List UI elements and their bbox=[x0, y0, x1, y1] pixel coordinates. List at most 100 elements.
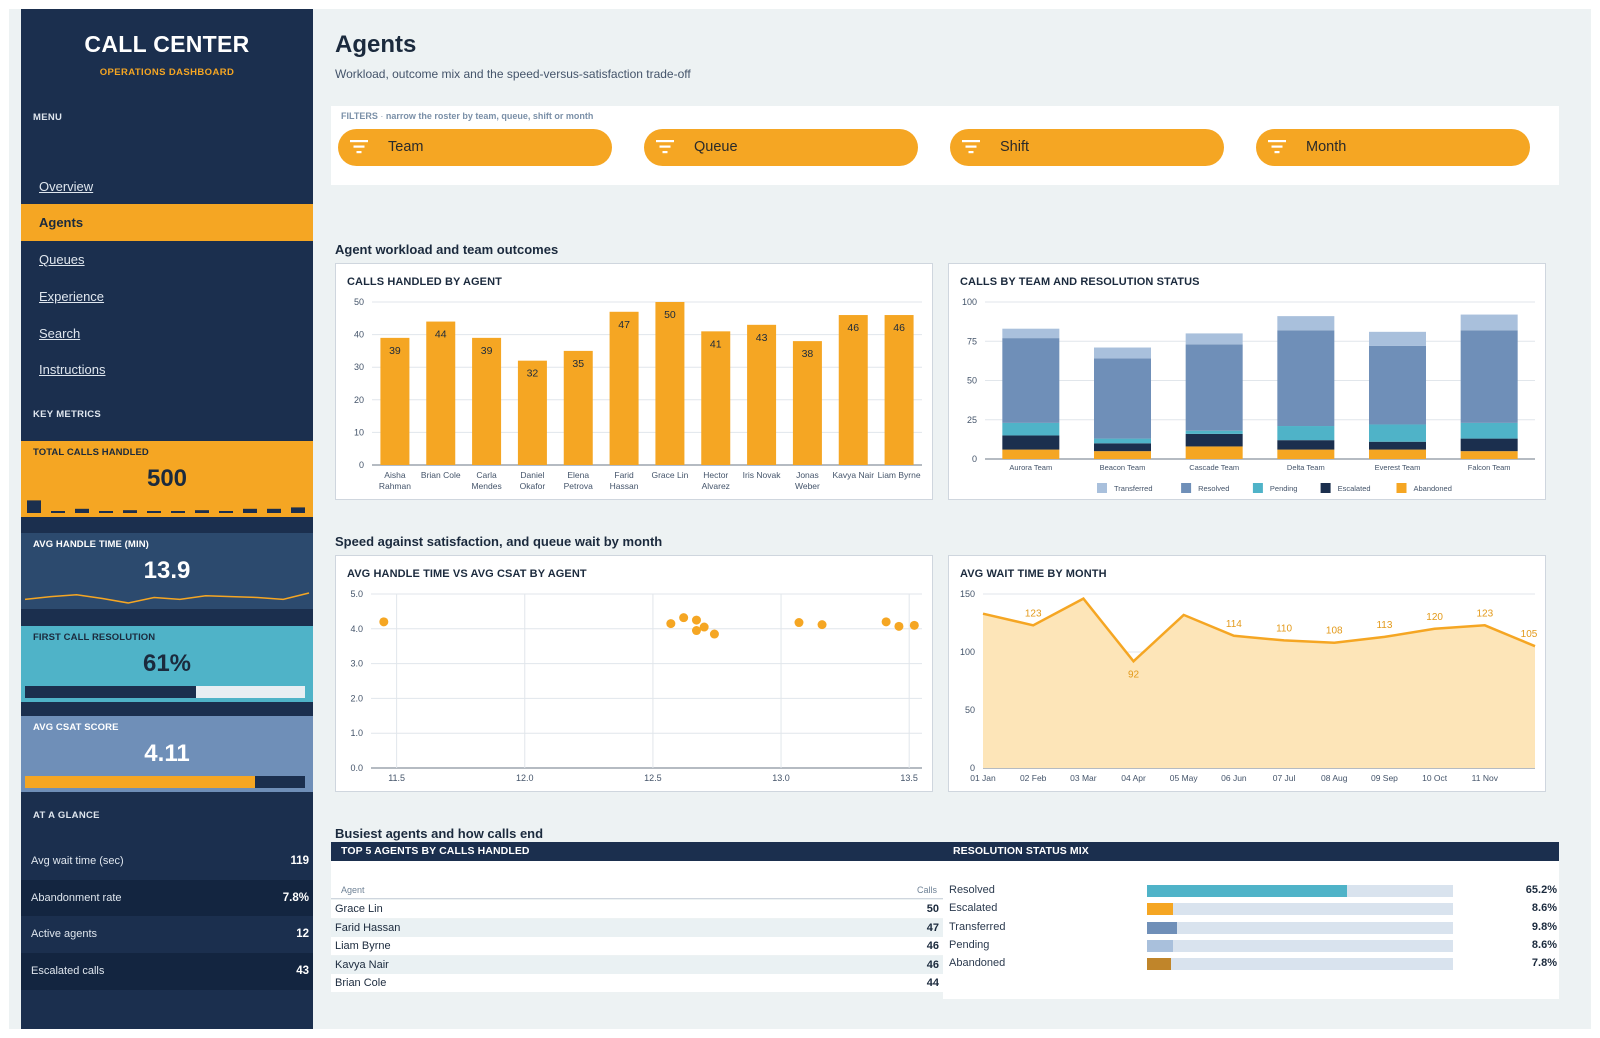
spark-bar bbox=[291, 507, 305, 513]
stacked-segment-escalated bbox=[1277, 440, 1335, 450]
agent-calls: 46 bbox=[926, 958, 939, 971]
filter-team[interactable]: Team bbox=[338, 129, 612, 166]
table-row: Liam Byrne 46 bbox=[331, 937, 943, 955]
x-tick-label: Rahman bbox=[379, 481, 411, 491]
y-tick-label: 0 bbox=[972, 454, 977, 464]
status-bar-track bbox=[1147, 885, 1453, 897]
glance-label-text: Active agents bbox=[31, 928, 98, 940]
legend-label: Abandoned bbox=[1414, 484, 1452, 493]
bar bbox=[701, 331, 731, 465]
x-tick-label: Farid bbox=[614, 470, 634, 480]
section-title-busiest: Busiest agents and how calls end bbox=[335, 826, 544, 841]
x-tick-label: 12.5 bbox=[644, 773, 662, 783]
agent-calls: 47 bbox=[926, 921, 939, 934]
agent-calls: 50 bbox=[926, 903, 939, 915]
stacked-segment-resolved bbox=[1460, 330, 1518, 423]
legend-label: Escalated bbox=[1338, 484, 1371, 493]
stacked-segment-pending bbox=[1185, 430, 1243, 434]
page-subtitle: Workload, outcome mix and the speed-vers… bbox=[335, 67, 691, 81]
kpi-aht: AVG HANDLE TIME (MIN) 13.9 bbox=[21, 533, 313, 609]
nav-instructions[interactable]: Instructions bbox=[39, 362, 106, 377]
stacked-segment-pending bbox=[1002, 422, 1060, 436]
x-tick-label: 09 Sep bbox=[1371, 773, 1398, 783]
table-row: Brian Cole 44 bbox=[331, 974, 943, 992]
bar bbox=[792, 341, 822, 465]
stacked-segment-resolved bbox=[1369, 345, 1426, 425]
nav-experience[interactable]: Experience bbox=[39, 289, 105, 304]
top-agents-colhead: Agent Calls bbox=[331, 881, 943, 899]
x-tick-label: Weber bbox=[795, 481, 820, 491]
y-tick-label: 20 bbox=[354, 395, 364, 405]
y-tick-label: 50 bbox=[967, 376, 977, 386]
y-tick-label: 40 bbox=[354, 330, 364, 340]
filter-queue[interactable]: Queue bbox=[644, 129, 918, 166]
menu-label: MENU bbox=[33, 112, 63, 123]
list-item: Abandoned 7.8% bbox=[949, 955, 1559, 973]
bar bbox=[380, 337, 410, 465]
nav-overview[interactable]: Overview bbox=[39, 179, 94, 194]
kpi-csat-label: AVG CSAT SCORE bbox=[33, 722, 119, 733]
x-tick-label: 04 Apr bbox=[1121, 773, 1146, 783]
status-percent: 65.2% bbox=[1525, 884, 1557, 896]
agent-calls: 46 bbox=[926, 940, 939, 952]
data-label: 113 bbox=[1376, 620, 1392, 631]
status-percent: 8.6% bbox=[1531, 902, 1557, 915]
spark-line bbox=[24, 592, 310, 604]
x-tick-label: Alvarez bbox=[702, 481, 730, 491]
nav-search[interactable]: Search bbox=[39, 326, 81, 341]
glance-row: Escalated calls 43 bbox=[21, 953, 313, 990]
stacked-segment-escalated bbox=[1460, 438, 1518, 452]
data-label: 32 bbox=[527, 368, 539, 380]
table-row: Grace Lin 50 bbox=[331, 900, 943, 918]
glance-label-text: Avg wait time (sec) bbox=[31, 855, 124, 867]
filter-icon bbox=[1268, 140, 1286, 154]
x-tick-label: Delta Team bbox=[1287, 463, 1325, 472]
glance-value: 43 bbox=[296, 965, 309, 977]
data-label: 110 bbox=[1276, 623, 1292, 634]
spark-bar bbox=[99, 511, 113, 513]
nav-queues[interactable]: Queues bbox=[39, 252, 85, 267]
x-tick-label: 01 Jan bbox=[970, 773, 996, 783]
kpi-fcr-progress-fill bbox=[25, 686, 196, 698]
chart-title: CALLS HANDLED BY AGENT bbox=[347, 276, 502, 288]
data-label: 114 bbox=[1226, 619, 1242, 630]
spark-bar bbox=[123, 510, 137, 513]
x-tick-label: 10 Oct bbox=[1422, 773, 1448, 783]
chart-wait-by-month: AVG WAIT TIME BY MONTH 0 50 100 150 123 92 114… bbox=[948, 555, 1546, 792]
brand-subtitle: OPERATIONS DASHBOARD bbox=[99, 67, 235, 78]
agent-name: Liam Byrne bbox=[335, 940, 391, 952]
glance-row: Avg wait time (sec) 119 bbox=[21, 843, 313, 880]
stacked-segment-resolved bbox=[1277, 330, 1335, 427]
chart-aht-vs-csat: AVG HANDLE TIME VS AVG CSAT BY AGENT 0.0… bbox=[335, 555, 933, 792]
status-percent: 8.6% bbox=[1531, 938, 1557, 951]
x-tick-label: 05 May bbox=[1170, 773, 1199, 783]
data-label: 92 bbox=[1128, 669, 1140, 680]
stacked-segment-abandoned bbox=[1185, 446, 1243, 459]
stacked-segment-transferred bbox=[1094, 347, 1151, 359]
status-bar-fill bbox=[1147, 939, 1174, 952]
filter-month[interactable]: Month bbox=[1256, 129, 1530, 166]
stacked-segment-resolved bbox=[1094, 358, 1151, 439]
status-bar-track bbox=[1147, 921, 1453, 934]
kpi-fcr-value: 61% bbox=[142, 650, 192, 677]
chart-aht-vs-csat-svg: 0.0 1.0 2.0 3.0 4.0 5.0 11.5 12.0 12.5 13.0 13.5 bbox=[350, 589, 922, 783]
y-tick-label: 5.0 bbox=[350, 589, 363, 599]
chart-title: CALLS BY TEAM AND RESOLUTION STATUS bbox=[960, 276, 1200, 288]
nav-agents[interactable]: Agents bbox=[21, 204, 313, 241]
spark-bar bbox=[147, 511, 161, 513]
spark-bar bbox=[171, 511, 185, 513]
filter-shift[interactable]: Shift bbox=[950, 129, 1224, 166]
col-calls: Calls bbox=[916, 885, 937, 895]
stacked-segment-transferred bbox=[1002, 328, 1060, 339]
data-label: 120 bbox=[1426, 612, 1443, 623]
x-tick-label: Hector bbox=[703, 470, 728, 480]
glance-row: Active agents 12 bbox=[21, 916, 313, 953]
data-label: 50 bbox=[664, 309, 676, 321]
area-fill bbox=[983, 598, 1535, 768]
y-tick-label: 1.0 bbox=[350, 728, 363, 738]
filter-icon bbox=[962, 140, 980, 154]
y-tick-label: 30 bbox=[354, 362, 364, 372]
agent-name: Grace Lin bbox=[335, 903, 383, 915]
status-bar-track bbox=[1147, 903, 1453, 916]
sidebar: CALL CENTER OPERATIONS DASHBOARD MENU Ov… bbox=[21, 9, 313, 1029]
